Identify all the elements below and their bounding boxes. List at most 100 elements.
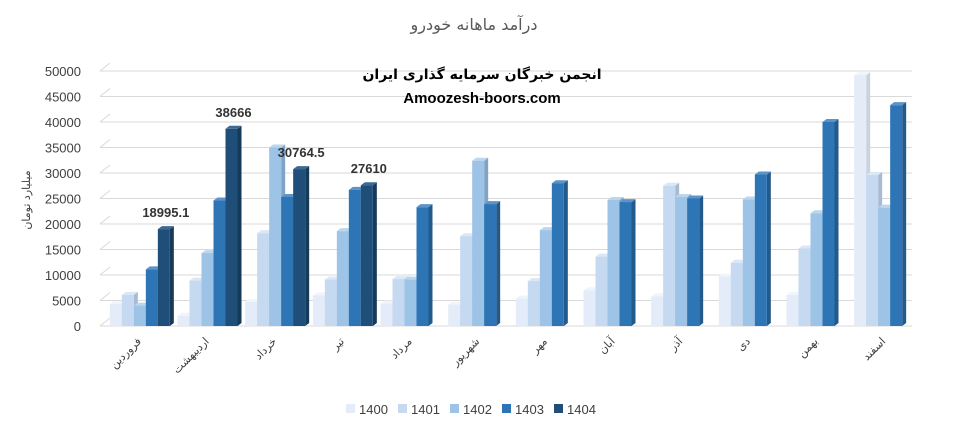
gridline-depth [99, 113, 111, 123]
bar [878, 207, 891, 326]
bar [312, 295, 325, 326]
bar [460, 236, 473, 326]
bar [651, 296, 664, 326]
bar-top [854, 72, 871, 76]
y-tick-label: 20000 [45, 217, 81, 232]
bar-top [551, 180, 568, 184]
y-tick-label: 30000 [45, 166, 81, 181]
legend-swatch [554, 404, 563, 413]
legend-swatch [450, 404, 459, 413]
bar-top [675, 193, 692, 197]
bar [109, 304, 122, 326]
y-tick-label: 10000 [45, 268, 81, 283]
bar-top [663, 182, 680, 186]
y-tick-label: 25000 [45, 192, 81, 207]
legend-label: 1401 [411, 402, 440, 417]
legend-swatch [502, 404, 511, 413]
data-label: 38666 [215, 105, 251, 120]
bar-top [890, 102, 907, 106]
bar [663, 185, 676, 326]
legend-label: 1403 [515, 402, 544, 417]
bar [348, 189, 361, 326]
bar [527, 281, 540, 326]
x-tick-label: فروردین [108, 335, 144, 371]
bar-side [428, 204, 433, 326]
bar-side [766, 171, 771, 326]
gridline-depth [99, 292, 111, 301]
bar [810, 213, 823, 326]
x-tick-label: آذر [665, 334, 686, 355]
bar [245, 302, 258, 326]
bar-top [416, 204, 433, 208]
x-tick-label: دی [734, 335, 753, 354]
bar [145, 269, 158, 326]
bar [269, 147, 282, 326]
legend-label: 1402 [463, 402, 492, 417]
bar [360, 185, 373, 326]
legend: 1400 1401 1402 1403 1404 [346, 402, 596, 417]
gridline-depth [99, 190, 111, 199]
bar [619, 202, 632, 326]
bar [336, 231, 349, 326]
bar [225, 128, 238, 326]
bar [607, 200, 620, 326]
y-tick-label: 45000 [45, 90, 81, 105]
gridline-depth [99, 215, 111, 225]
bar-side [902, 102, 907, 326]
x-tick-label: آبان [595, 334, 618, 357]
y-tick-label: 15000 [45, 243, 81, 258]
legend-label: 1404 [567, 402, 596, 417]
bar [201, 253, 214, 326]
bar [257, 233, 270, 326]
bar [213, 200, 226, 326]
bar [718, 276, 731, 326]
bar-top [619, 199, 636, 203]
bar-top [293, 166, 310, 170]
bar-side [631, 199, 636, 326]
bar-top [472, 157, 489, 161]
data-labels: 18995.1 38666 30764.5 27610 [142, 105, 387, 220]
bar [583, 290, 596, 326]
bar-top [754, 171, 771, 175]
x-tick-label: اردیبهشت [170, 335, 211, 376]
legend-label: 1400 [359, 402, 388, 417]
legend-swatch [398, 404, 407, 413]
bar-top [392, 276, 409, 280]
bar-top [157, 226, 174, 230]
bar [730, 262, 743, 326]
legend-swatch [346, 404, 355, 413]
bar-side [372, 182, 377, 326]
bar-top [484, 201, 501, 205]
y-tick-label: 0 [74, 319, 81, 334]
x-tick-label: شهریور [448, 335, 482, 369]
data-label: 30764.5 [278, 145, 325, 160]
bar-top [225, 125, 242, 129]
bar [293, 169, 306, 326]
bar [133, 305, 146, 326]
bar [687, 198, 700, 326]
bar [121, 294, 134, 326]
bar-side [237, 125, 242, 326]
x-axis-category-labels: فروردین اردیبهشت خرداد تیر مرداد شهریور مهر آبا… [108, 334, 889, 377]
bar [448, 304, 461, 326]
bars [109, 72, 907, 326]
y-tick-label: 50000 [45, 64, 81, 79]
bar-side [834, 119, 839, 326]
y-tick-label: 40000 [45, 115, 81, 130]
gridline-depth [99, 62, 111, 72]
data-label: 18995.1 [142, 205, 189, 220]
bar [822, 122, 835, 326]
bar [324, 279, 337, 326]
x-tick-label: خرداد [252, 335, 279, 362]
bar [404, 279, 417, 326]
bar-top [687, 195, 704, 199]
bar [515, 298, 528, 326]
bar-side [169, 226, 174, 326]
watermark-line-1: انجمن خبرگان سرمایه گذاری ایران [362, 66, 601, 83]
bar [380, 303, 393, 326]
x-tick-label: اسفند [860, 335, 888, 363]
data-label: 27610 [351, 161, 387, 176]
bar [854, 75, 867, 326]
bar-side [699, 195, 704, 326]
